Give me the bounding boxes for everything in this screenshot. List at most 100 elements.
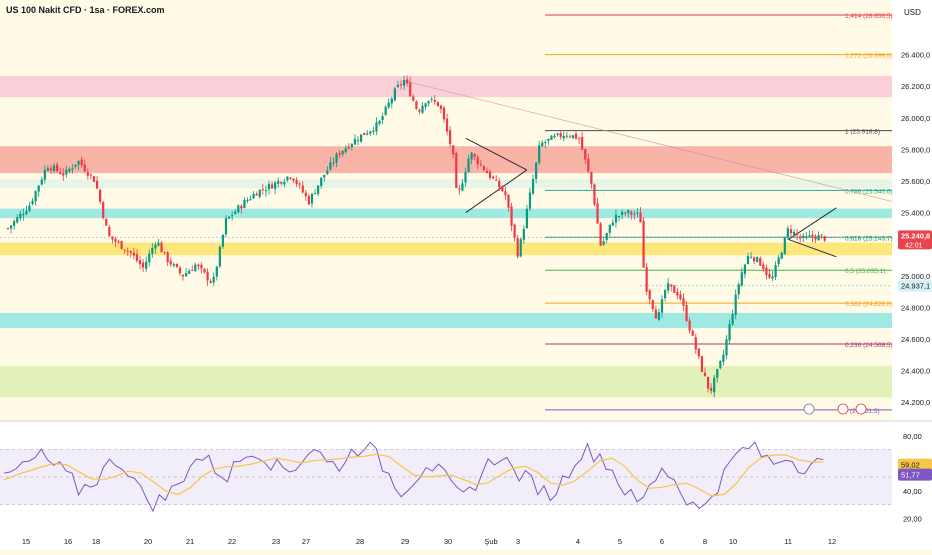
candle-body[interactable]: [731, 313, 734, 325]
candle-body[interactable]: [95, 180, 99, 189]
candle-body[interactable]: [519, 239, 522, 257]
candle-body[interactable]: [249, 198, 252, 200]
candle-body[interactable]: [676, 291, 679, 296]
candle-body[interactable]: [264, 190, 268, 192]
candle-body[interactable]: [547, 138, 550, 141]
candle-body[interactable]: [126, 250, 129, 252]
candle-body[interactable]: [783, 237, 786, 254]
candle-body[interactable]: [178, 267, 182, 274]
candle-body[interactable]: [620, 211, 624, 215]
candle-body[interactable]: [765, 267, 768, 276]
candle-body[interactable]: [65, 169, 68, 175]
candle-body[interactable]: [390, 98, 393, 104]
trend-line[interactable]: [400, 79, 893, 202]
candle-body[interactable]: [221, 234, 225, 247]
candle-body[interactable]: [381, 116, 384, 120]
candle-body[interactable]: [734, 294, 737, 315]
candle-body[interactable]: [154, 244, 157, 249]
rsi-value-tag[interactable]: [898, 468, 932, 481]
candle-body[interactable]: [614, 214, 618, 223]
candle-body[interactable]: [694, 337, 697, 350]
candle-body[interactable]: [31, 200, 34, 205]
candle-body[interactable]: [792, 231, 796, 235]
candle-body[interactable]: [369, 131, 372, 134]
candle-body[interactable]: [80, 159, 83, 166]
candle-body[interactable]: [670, 284, 673, 287]
candle-body[interactable]: [673, 285, 676, 293]
reference-price-tag[interactable]: [898, 279, 932, 292]
candle-body[interactable]: [295, 179, 298, 185]
candle-body[interactable]: [402, 80, 406, 86]
support-resistance-zone[interactable]: [0, 146, 892, 174]
candle-body[interactable]: [267, 183, 271, 190]
candle-body[interactable]: [691, 330, 694, 336]
candle-body[interactable]: [528, 192, 532, 209]
candle-body[interactable]: [799, 236, 802, 239]
candle-body[interactable]: [218, 246, 221, 267]
candle-body[interactable]: [252, 193, 255, 199]
candle-body[interactable]: [317, 185, 320, 194]
candle-body[interactable]: [581, 136, 584, 150]
candle-body[interactable]: [356, 140, 360, 142]
candle-body[interactable]: [703, 372, 707, 377]
last-price-tag[interactable]: [898, 230, 932, 250]
candle-body[interactable]: [237, 205, 240, 213]
candle-body[interactable]: [111, 236, 114, 240]
candle-body[interactable]: [188, 270, 191, 274]
candle-body[interactable]: [544, 142, 547, 144]
candle-body[interactable]: [550, 135, 553, 140]
candle-body[interactable]: [719, 360, 722, 369]
candle-body[interactable]: [642, 220, 645, 268]
candle-body[interactable]: [795, 232, 799, 236]
candle-body[interactable]: [525, 208, 529, 229]
candle-body[interactable]: [596, 203, 599, 224]
candle-body[interactable]: [611, 222, 614, 226]
candle-body[interactable]: [737, 284, 740, 295]
candle-body[interactable]: [605, 233, 608, 240]
candle-body[interactable]: [746, 256, 750, 265]
candle-body[interactable]: [77, 160, 80, 165]
candle-body[interactable]: [568, 136, 571, 138]
candle-body[interactable]: [449, 130, 452, 144]
candle-body[interactable]: [350, 144, 353, 147]
candle-body[interactable]: [191, 270, 194, 272]
candle-body[interactable]: [56, 164, 59, 171]
candle-body[interactable]: [464, 172, 467, 183]
candle-body[interactable]: [378, 120, 381, 124]
candle-body[interactable]: [706, 376, 710, 389]
candle-body[interactable]: [627, 210, 630, 214]
candle-body[interactable]: [105, 218, 108, 226]
candle-body[interactable]: [6, 228, 10, 230]
candle-body[interactable]: [138, 260, 142, 265]
candle-body[interactable]: [682, 298, 685, 306]
candle-body[interactable]: [504, 191, 507, 196]
candle-body[interactable]: [366, 133, 369, 135]
candle-body[interactable]: [556, 133, 559, 135]
support-resistance-zone[interactable]: [0, 208, 892, 219]
candle-body[interactable]: [571, 135, 575, 138]
candle-body[interactable]: [255, 193, 258, 196]
wedge-lower-line[interactable]: [788, 238, 837, 258]
candle-body[interactable]: [461, 183, 464, 191]
candle-body[interactable]: [759, 258, 762, 266]
candle-body[interactable]: [510, 206, 513, 226]
candle-body[interactable]: [163, 252, 166, 254]
candle-body[interactable]: [728, 324, 731, 341]
candle-body[interactable]: [261, 189, 264, 191]
candle-body[interactable]: [393, 88, 396, 101]
candle-body[interactable]: [92, 176, 96, 182]
candle-body[interactable]: [485, 170, 489, 174]
candle-body[interactable]: [46, 168, 50, 171]
candle-body[interactable]: [722, 354, 725, 362]
candle-body[interactable]: [541, 142, 544, 147]
candle-body[interactable]: [270, 184, 274, 189]
candle-body[interactable]: [169, 260, 172, 265]
candle-body[interactable]: [639, 212, 642, 223]
candle-body[interactable]: [246, 199, 249, 202]
candle-body[interactable]: [636, 212, 639, 214]
candle-body[interactable]: [25, 211, 28, 215]
support-resistance-zone[interactable]: [0, 312, 892, 328]
candle-body[interactable]: [424, 103, 427, 107]
candle-body[interactable]: [206, 271, 209, 281]
